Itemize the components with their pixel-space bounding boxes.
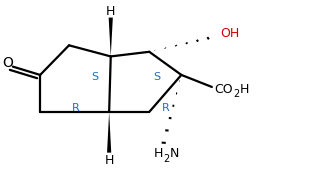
Text: R: R [72, 103, 79, 113]
Text: H: H [104, 154, 114, 167]
Text: H: H [106, 5, 116, 18]
Polygon shape [107, 112, 111, 153]
Text: S: S [91, 72, 98, 82]
Text: O: O [3, 56, 13, 70]
Text: 2: 2 [233, 89, 239, 99]
Text: OH: OH [220, 27, 239, 40]
Text: N: N [169, 147, 179, 160]
Text: R: R [161, 103, 169, 113]
Text: H: H [239, 83, 249, 96]
Polygon shape [108, 18, 113, 56]
Text: 2: 2 [163, 154, 169, 164]
Text: CO: CO [214, 83, 233, 96]
Text: S: S [154, 72, 161, 82]
Text: H: H [153, 147, 163, 160]
